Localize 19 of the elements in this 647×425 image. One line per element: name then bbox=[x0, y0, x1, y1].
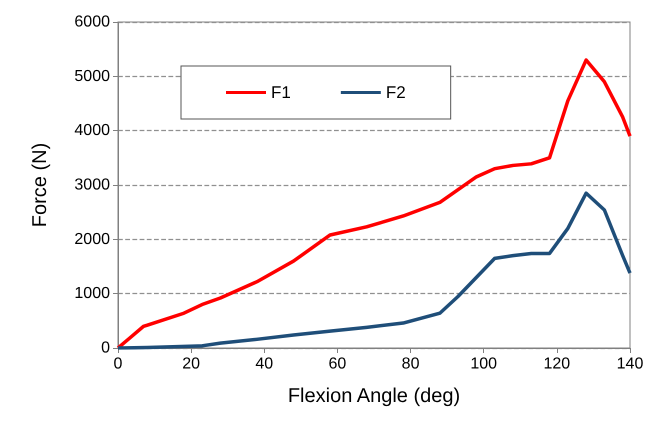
x-tick-label: 80 bbox=[402, 356, 420, 372]
y-tick-label: 4000 bbox=[74, 122, 110, 140]
x-axis-title: Flexion Angle (deg) bbox=[288, 385, 460, 407]
y-tick-label: 5000 bbox=[74, 68, 110, 85]
y-axis-title: Force (N) bbox=[29, 142, 51, 228]
x-tick-label: 120 bbox=[544, 356, 570, 372]
y-tick-label: 6000 bbox=[74, 14, 110, 30]
y-tick-label: 1000 bbox=[74, 285, 110, 302]
x-tick-label: 60 bbox=[328, 356, 346, 372]
x-tick-label: 100 bbox=[470, 356, 498, 372]
x-tick-label: 140 bbox=[616, 356, 644, 372]
x-tick-label: 40 bbox=[255, 356, 274, 372]
legend-label: F1 bbox=[271, 83, 291, 102]
x-tick-label: 20 bbox=[182, 356, 200, 372]
legend-label: F2 bbox=[386, 83, 406, 102]
y-tick-label: 3000 bbox=[74, 176, 110, 194]
y-tick-label: 2000 bbox=[74, 230, 110, 248]
x-tick-label: 0 bbox=[114, 356, 123, 372]
y-tick-label: 0 bbox=[101, 340, 110, 356]
